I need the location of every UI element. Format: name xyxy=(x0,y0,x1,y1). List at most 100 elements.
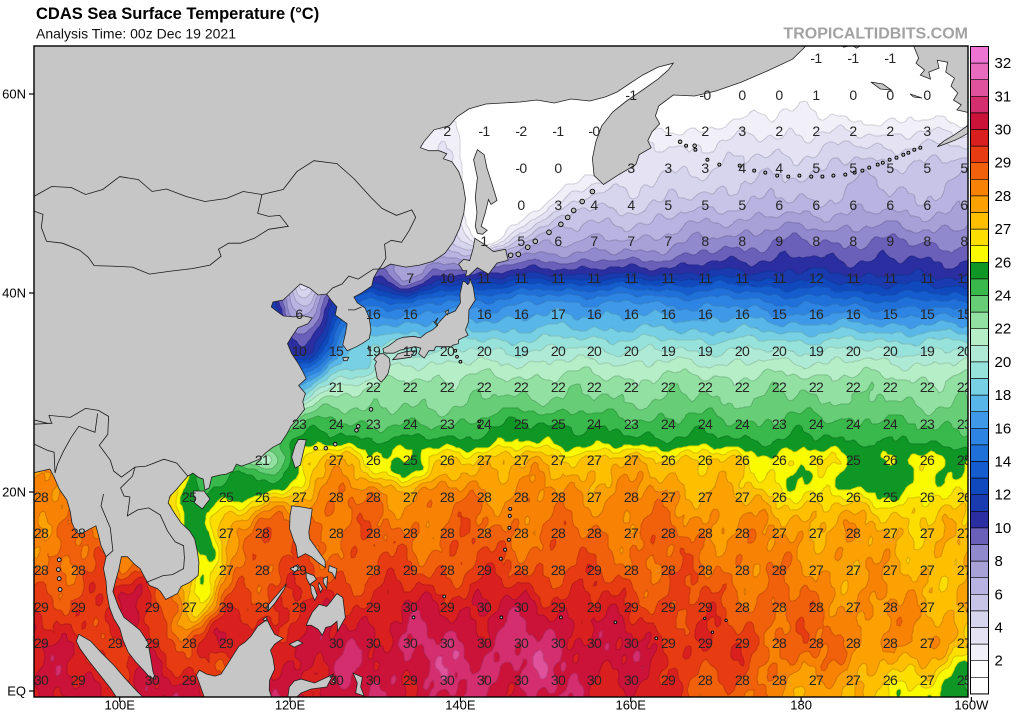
svg-text:4: 4 xyxy=(738,160,746,176)
svg-text:6: 6 xyxy=(295,306,303,322)
svg-text:22: 22 xyxy=(735,379,750,395)
svg-text:29: 29 xyxy=(292,562,307,578)
svg-text:29: 29 xyxy=(735,635,750,651)
svg-text:20: 20 xyxy=(957,343,972,359)
svg-text:17: 17 xyxy=(551,306,566,322)
svg-text:29: 29 xyxy=(145,599,160,615)
svg-text:0: 0 xyxy=(849,87,857,103)
svg-text:20: 20 xyxy=(846,343,861,359)
svg-text:20: 20 xyxy=(772,343,787,359)
svg-text:24: 24 xyxy=(995,288,1012,305)
svg-text:30: 30 xyxy=(403,599,418,615)
svg-text:160E: 160E xyxy=(616,698,647,713)
svg-text:27: 27 xyxy=(661,489,676,505)
svg-text:29: 29 xyxy=(403,562,418,578)
svg-text:120E: 120E xyxy=(275,698,306,713)
svg-text:23: 23 xyxy=(920,416,935,432)
svg-text:25: 25 xyxy=(514,416,529,432)
svg-text:16: 16 xyxy=(403,306,418,322)
svg-text:26: 26 xyxy=(440,452,455,468)
svg-text:0: 0 xyxy=(554,160,562,176)
svg-text:28: 28 xyxy=(772,635,787,651)
svg-text:27: 27 xyxy=(735,489,750,505)
svg-text:60N: 60N xyxy=(2,87,26,102)
svg-text:19: 19 xyxy=(809,343,824,359)
svg-text:30: 30 xyxy=(587,635,602,651)
svg-text:22: 22 xyxy=(698,379,713,395)
svg-text:27: 27 xyxy=(587,489,602,505)
svg-text:29: 29 xyxy=(108,635,123,651)
svg-text:22: 22 xyxy=(366,379,381,395)
svg-text:23: 23 xyxy=(366,416,381,432)
svg-text:24: 24 xyxy=(809,416,824,432)
svg-text:24: 24 xyxy=(846,416,861,432)
svg-text:-2: -2 xyxy=(515,123,527,139)
svg-text:27: 27 xyxy=(514,452,529,468)
svg-text:30: 30 xyxy=(587,672,602,688)
svg-text:-1: -1 xyxy=(884,50,896,66)
svg-text:8: 8 xyxy=(812,233,820,249)
svg-text:29: 29 xyxy=(182,672,197,688)
svg-text:2: 2 xyxy=(443,123,451,139)
svg-text:27: 27 xyxy=(624,525,639,541)
svg-text:29: 29 xyxy=(34,599,49,615)
svg-text:11: 11 xyxy=(661,270,675,286)
svg-text:22: 22 xyxy=(772,379,787,395)
svg-text:27: 27 xyxy=(403,489,418,505)
svg-text:29: 29 xyxy=(661,599,676,615)
svg-text:27: 27 xyxy=(846,599,861,615)
svg-text:25: 25 xyxy=(403,452,418,468)
svg-text:27: 27 xyxy=(624,452,639,468)
svg-text:22: 22 xyxy=(846,379,861,395)
svg-text:22: 22 xyxy=(440,379,455,395)
svg-text:26: 26 xyxy=(846,489,861,505)
svg-text:28: 28 xyxy=(182,635,197,651)
svg-text:9: 9 xyxy=(886,233,894,249)
svg-text:27: 27 xyxy=(551,452,566,468)
svg-text:28: 28 xyxy=(883,599,898,615)
svg-text:30: 30 xyxy=(551,672,566,688)
svg-text:27: 27 xyxy=(809,672,824,688)
svg-text:24: 24 xyxy=(735,416,750,432)
svg-text:3: 3 xyxy=(627,160,635,176)
svg-text:29: 29 xyxy=(71,672,86,688)
svg-text:15: 15 xyxy=(957,306,972,322)
svg-text:26: 26 xyxy=(366,452,381,468)
svg-text:16: 16 xyxy=(587,306,602,322)
svg-text:-0: -0 xyxy=(515,160,527,176)
svg-text:0: 0 xyxy=(517,197,525,213)
svg-text:2: 2 xyxy=(775,123,783,139)
svg-text:27: 27 xyxy=(957,599,972,615)
svg-text:25: 25 xyxy=(957,452,972,468)
svg-text:28: 28 xyxy=(551,525,566,541)
svg-text:20N: 20N xyxy=(2,485,26,500)
svg-text:24: 24 xyxy=(587,416,602,432)
svg-text:22: 22 xyxy=(957,379,972,395)
svg-text:28: 28 xyxy=(34,525,49,541)
svg-text:28: 28 xyxy=(71,562,86,578)
svg-text:22: 22 xyxy=(514,379,529,395)
svg-text:1: 1 xyxy=(812,87,820,103)
svg-text:28: 28 xyxy=(624,562,639,578)
svg-text:100E: 100E xyxy=(105,698,136,713)
svg-text:3: 3 xyxy=(738,123,746,139)
svg-text:27: 27 xyxy=(920,672,935,688)
svg-text:30: 30 xyxy=(329,635,344,651)
svg-text:3: 3 xyxy=(664,160,672,176)
svg-text:12: 12 xyxy=(809,270,824,286)
svg-text:7: 7 xyxy=(590,233,598,249)
svg-text:2: 2 xyxy=(886,123,894,139)
svg-text:28: 28 xyxy=(366,525,381,541)
svg-text:28: 28 xyxy=(403,525,418,541)
svg-text:16: 16 xyxy=(809,306,824,322)
svg-text:23: 23 xyxy=(440,416,455,432)
svg-text:29: 29 xyxy=(71,599,86,615)
svg-text:23: 23 xyxy=(624,416,639,432)
svg-text:25: 25 xyxy=(551,416,566,432)
svg-text:24: 24 xyxy=(403,416,418,432)
svg-text:-1: -1 xyxy=(478,123,490,139)
svg-text:26: 26 xyxy=(698,452,713,468)
svg-text:2: 2 xyxy=(701,123,709,139)
svg-text:25: 25 xyxy=(846,452,861,468)
svg-text:19: 19 xyxy=(366,343,381,359)
